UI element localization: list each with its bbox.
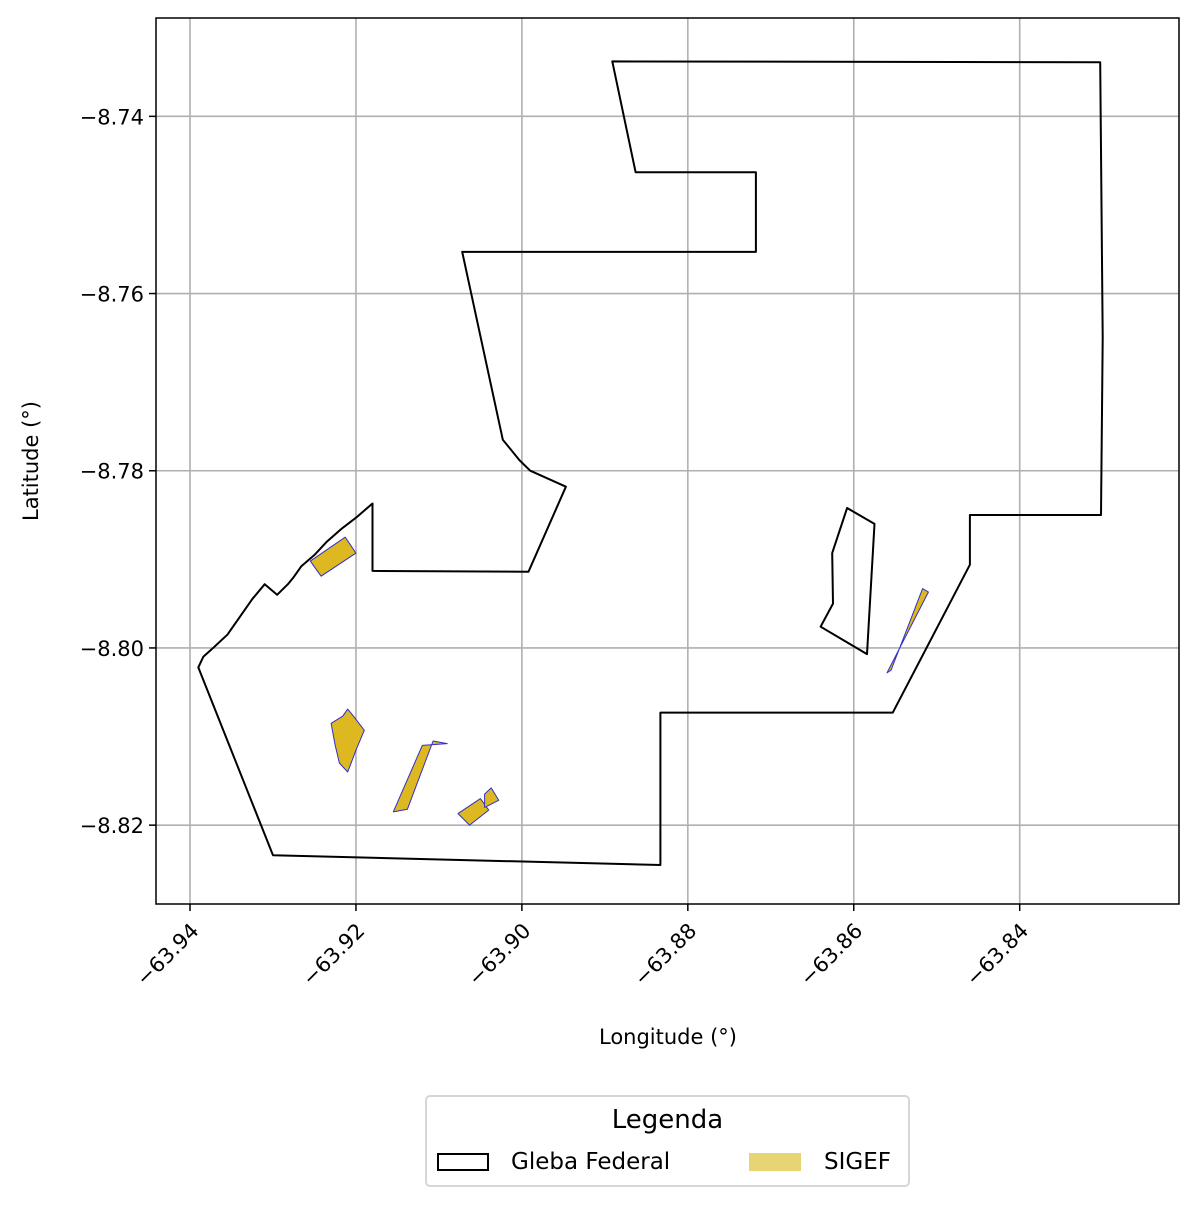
legend-label-sigef: SIGEF — [824, 1149, 891, 1175]
plot-frame — [155, 17, 1180, 905]
y-tick-label: −8.82 — [80, 814, 144, 838]
map-polygons — [197, 60, 1104, 866]
y-axis-label: Latitude (°) — [19, 401, 43, 521]
map-legend: Legenda Gleba Federal SIGEF — [425, 1095, 910, 1187]
legend-label-gleba-federal: Gleba Federal — [511, 1149, 671, 1175]
sigef-polygon-2 — [330, 708, 365, 773]
x-tick-label: −63.94 — [132, 919, 204, 991]
legend-swatch-gleba-federal — [437, 1153, 489, 1171]
sigef-polygon-3 — [392, 740, 448, 813]
y-tick-label: −8.74 — [80, 105, 144, 129]
x-tick-label: −63.90 — [464, 919, 536, 991]
grid-lines — [156, 18, 1179, 904]
gleba-federal-polygon-2 — [819, 507, 876, 656]
x-tick-label: −63.88 — [629, 919, 701, 991]
x-tick-label: −63.86 — [795, 919, 867, 991]
y-tick-label: −8.76 — [80, 283, 144, 307]
sigef-polygon-4 — [457, 798, 490, 826]
axis-ticks: −63.94 −63.92 −63.90 −63.88 −63.86 −63.84 −8.7… — [80, 105, 1034, 990]
sigef-polygon-5 — [484, 787, 500, 808]
x-tick-label: −63.92 — [298, 919, 370, 991]
y-tick-label: −8.80 — [80, 637, 144, 661]
sigef-polygon-1 — [309, 536, 357, 577]
legend-title: Legenda — [611, 1105, 724, 1135]
x-tick-label: −63.84 — [961, 919, 1033, 991]
legend-swatch-sigef — [749, 1153, 801, 1171]
y-tick-label: −8.78 — [80, 460, 144, 484]
x-axis-label: Longitude (°) — [599, 1025, 737, 1049]
sigef-polygon-6 — [886, 588, 929, 674]
gleba-federal-polygon-1 — [197, 60, 1104, 866]
